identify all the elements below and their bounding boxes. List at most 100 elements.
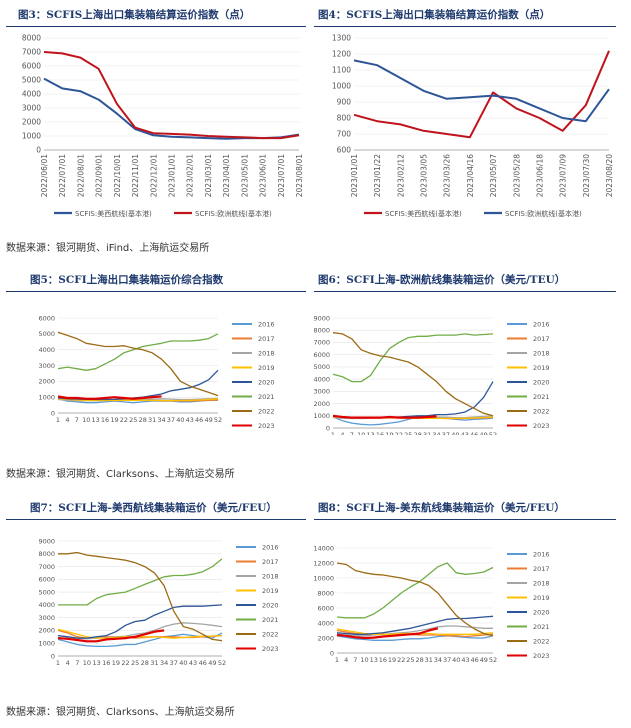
x-tick-label: 13 [367, 431, 375, 435]
chart-fig7: 0 1000 2000 3000 4000 5000 6000 7000 8000 9000 1 4 7… [38, 537, 279, 667]
x-tick-label: 31 [425, 656, 433, 664]
x-tick-label: 22 [121, 659, 129, 667]
x-tick-label: 2023/07/09 [559, 154, 568, 197]
legend-label: 2018 [258, 350, 275, 358]
y-tick-label: 4000 [313, 375, 330, 383]
x-tick-label: 1 [331, 431, 335, 435]
series-line [57, 398, 219, 402]
y-tick-label: 900 [337, 98, 352, 107]
x-tick-label: 4 [65, 416, 69, 424]
y-tick-label: 2000 [317, 634, 334, 642]
x-tick-label: 43 [189, 659, 197, 667]
series-line [353, 50, 610, 139]
chart-fig3: 0 1000 2000 3000 4000 5000 6000 7000 8000 2022/06… [22, 34, 304, 218]
y-tick-label: 8000 [22, 34, 41, 43]
x-tick-label: 31 [148, 416, 156, 424]
y-tick-label: 4000 [22, 90, 41, 99]
x-tick-label: 2022/09/01 [95, 154, 104, 197]
x-tick-label: 52 [489, 431, 497, 435]
y-tick-label: 6000 [38, 576, 55, 584]
legend-label: 2023 [262, 645, 279, 653]
x-tick-label: 43 [461, 431, 469, 435]
legend-label: 2020 [262, 602, 279, 610]
x-tick-label: 10 [83, 659, 91, 667]
chart-fig4: 600 700 800 900 1000 1100 1200 1300 2023/01/01 20… [332, 34, 614, 218]
y-tick-label: 0 [330, 649, 334, 657]
y-tick-label: 8000 [313, 326, 330, 334]
series-line [57, 369, 219, 401]
series-line [57, 333, 219, 371]
y-tick-label: 7000 [313, 339, 330, 347]
x-tick-label: 25 [129, 416, 137, 424]
x-tick-label: 2023/06/18 [535, 154, 544, 197]
x-tick-label: 10 [82, 416, 90, 424]
x-tick-label: 34 [160, 659, 168, 667]
y-tick-label: 700 [337, 130, 352, 139]
x-tick-label: 25 [131, 659, 139, 667]
title-rule [6, 519, 306, 520]
legend-label: 2016 [533, 551, 550, 559]
y-tick-label: 12000 [313, 559, 334, 567]
x-tick-label: 52 [218, 659, 226, 667]
x-tick-label: 13 [92, 659, 100, 667]
x-tick-label: 2023/03/01 [204, 154, 213, 197]
x-tick-label: 2023/01/01 [168, 154, 177, 197]
legend-label: 2020 [533, 379, 550, 387]
y-tick-label: 3000 [38, 362, 55, 370]
y-tick-label: 1000 [313, 412, 330, 420]
x-tick-label: 2023/03/05 [420, 154, 429, 197]
legend-label: 2020 [258, 379, 275, 387]
legend-label: 2019 [533, 364, 550, 372]
x-tick-label: 52 [489, 656, 497, 664]
legend-label: SCFIS:美西航线(基本港) [75, 209, 152, 218]
legend-label: 2022 [262, 631, 279, 639]
x-tick-label: 22 [395, 431, 403, 435]
series-line [353, 59, 610, 123]
legend-label: 2019 [258, 364, 275, 372]
y-tick-label: 10000 [313, 574, 334, 582]
y-tick-label: 9000 [313, 314, 330, 322]
x-tick-label: 2023/05/01 [240, 154, 249, 197]
x-tick-label: 2023/07/01 [277, 154, 286, 197]
y-tick-label: 4000 [317, 619, 334, 627]
title-rule [314, 26, 616, 27]
y-tick-label: 7000 [22, 48, 41, 57]
x-tick-label: 10 [357, 431, 365, 435]
x-tick-label: 16 [101, 416, 109, 424]
legend-label: 2019 [533, 594, 550, 602]
series-line [332, 414, 437, 419]
x-tick-label: 7 [75, 659, 79, 667]
y-tick-label: 3000 [313, 388, 330, 396]
y-tick-label: 4000 [38, 346, 55, 354]
y-tick-label: 1000 [38, 393, 55, 401]
legend-label: 2017 [258, 335, 275, 343]
x-tick-label: 34 [157, 416, 165, 424]
source-note: 数据来源：银河期货、Clarksons、上海航运交易所 [6, 469, 235, 480]
x-tick-label: 2023/01/01 [350, 154, 359, 197]
y-tick-label: 0 [51, 409, 55, 417]
series-line [336, 627, 439, 640]
x-tick-label: 13 [92, 416, 100, 424]
x-tick-label: 49 [479, 431, 487, 435]
legend-label: 2018 [262, 573, 279, 581]
x-tick-label: 1 [335, 656, 339, 664]
figure-title: 图8：SCFI上海-美东航线集装箱运价（美元/FEU） [318, 502, 565, 514]
y-tick-label: 6000 [22, 62, 41, 71]
y-tick-label: 3000 [38, 614, 55, 622]
x-tick-label: 37 [442, 431, 450, 435]
x-tick-label: 7 [350, 431, 354, 435]
legend-label: 2016 [262, 544, 279, 552]
x-tick-label: 49 [208, 659, 216, 667]
title-rule [314, 519, 616, 520]
x-tick-label: 2023/07/30 [582, 154, 591, 197]
legend-label: 2021 [533, 393, 550, 401]
x-tick-label: 43 [186, 416, 194, 424]
legend-label: 2021 [258, 393, 275, 401]
x-tick-label: 46 [471, 656, 479, 664]
x-tick-label: 40 [176, 416, 184, 424]
x-tick-label: 19 [110, 416, 118, 424]
y-tick-label: 2000 [38, 378, 55, 386]
y-tick-label: 2000 [313, 400, 330, 408]
y-tick-label: 5000 [38, 588, 55, 596]
